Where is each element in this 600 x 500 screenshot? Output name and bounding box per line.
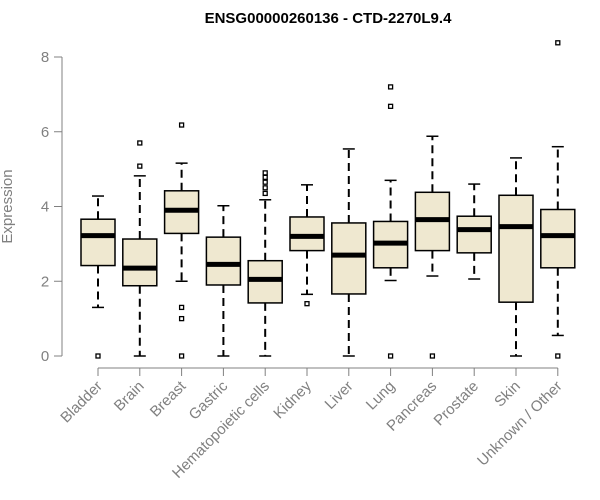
box-brain [122, 140, 158, 357]
outlier-point [178, 315, 185, 322]
box-iqr [289, 216, 325, 252]
outlier-point [262, 185, 268, 191]
outlier-point [555, 353, 561, 359]
box-iqr [205, 236, 242, 286]
box-liver [331, 148, 367, 357]
box-iqr [540, 208, 576, 269]
y-tick-label: 4 [41, 199, 49, 216]
outlier-point [429, 353, 436, 359]
outlier-point [387, 84, 394, 90]
y-tick-label: 8 [41, 49, 49, 66]
box-iqr [456, 215, 492, 254]
box-lung [372, 84, 409, 359]
x-tick-label: Breast [147, 377, 190, 420]
x-tick-label: Skin [491, 378, 524, 411]
box-iqr [80, 218, 116, 267]
outlier-point [262, 190, 268, 197]
box-pancreas [414, 135, 451, 359]
outlier-point [262, 179, 268, 185]
outlier-point [387, 103, 394, 109]
x-tick-label: Prostate [430, 378, 482, 430]
chart-title: ENSG00000260136 - CTD-2270L9.4 [205, 10, 452, 27]
box-bladder [80, 195, 116, 359]
y-tick-label: 0 [41, 348, 49, 365]
box-iqr [122, 238, 158, 287]
box-iqr [498, 194, 534, 303]
box-kidney [289, 184, 325, 307]
y-axis: 0 2 4 6 8 [41, 49, 63, 365]
y-tick-label: 2 [41, 273, 49, 290]
y-axis-label: Expression [0, 169, 16, 243]
box-breast [163, 122, 200, 359]
x-tick-label: Bladder [57, 378, 106, 427]
outlier-point [137, 140, 143, 146]
x-tick-label: Brain [111, 378, 148, 415]
outlier-point [178, 304, 185, 311]
box-skin [498, 157, 534, 357]
box-hematopoietic-cells [247, 170, 283, 357]
y-tick-label: 6 [41, 124, 49, 141]
outlier-point [178, 122, 185, 128]
box-unknown-other [540, 40, 576, 359]
box-iqr [331, 222, 367, 295]
outlier-point [387, 353, 394, 359]
box-prostate [456, 183, 492, 280]
outlier-point [178, 353, 185, 359]
outlier-point [555, 40, 561, 46]
outlier-point [95, 353, 101, 359]
outlier-point [304, 301, 310, 307]
outlier-point [262, 174, 268, 180]
outlier-point [137, 163, 143, 169]
x-tick-label: Lung [363, 378, 399, 414]
x-tick-label: Kidney [270, 377, 315, 422]
x-tick-label: Liver [322, 378, 357, 413]
box-gastric [205, 205, 242, 357]
boxes [80, 40, 576, 359]
outlier-point [262, 170, 268, 176]
